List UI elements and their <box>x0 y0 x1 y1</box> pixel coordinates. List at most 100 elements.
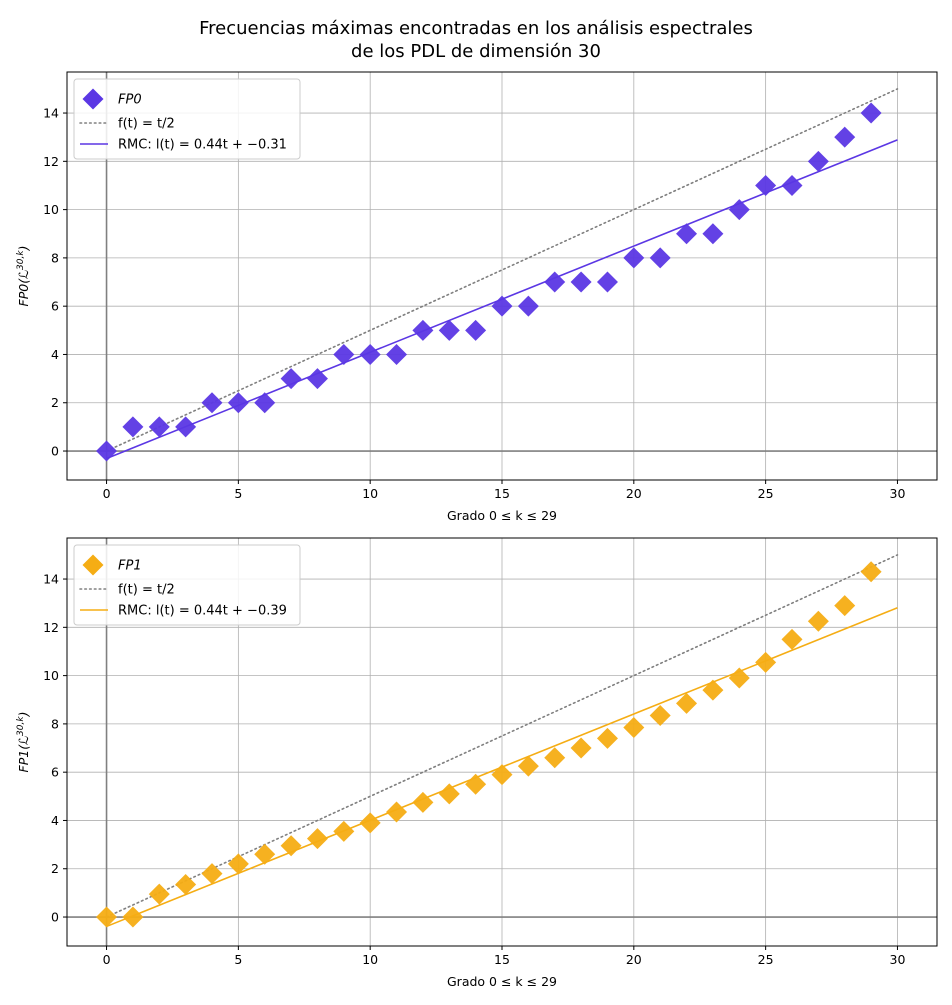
data-point <box>702 223 724 245</box>
data-point <box>280 835 302 857</box>
x-tick-label: 25 <box>758 486 774 501</box>
data-point <box>676 692 698 714</box>
data-point <box>807 610 829 632</box>
data-point <box>755 174 777 196</box>
x-tick-label: 30 <box>890 486 906 501</box>
y-axis-label: FP1(ℒ30,k) <box>16 712 31 773</box>
y-tick-label: 2 <box>51 861 59 876</box>
data-point <box>570 271 592 293</box>
y-tick-label: 6 <box>51 299 59 314</box>
legend-label-reference: f(t) = t/2 <box>118 117 175 132</box>
x-axis-label: Grado 0 ≤ k ≤ 29 <box>447 508 557 523</box>
x-tick-label: 25 <box>758 952 774 967</box>
x-tick-label: 5 <box>234 486 242 501</box>
data-point <box>465 773 487 795</box>
y-tick-label: 6 <box>51 765 59 780</box>
data-point <box>834 595 856 617</box>
legend-label-reference: f(t) = t/2 <box>118 583 175 598</box>
data-point <box>755 651 777 673</box>
data-point <box>227 392 249 414</box>
reference-line <box>105 88 899 452</box>
data-point <box>596 727 618 749</box>
legend-box <box>73 544 301 626</box>
legend-label-points: FP1 <box>118 559 142 574</box>
y-tick-label: 10 <box>43 668 59 683</box>
data-point <box>596 271 618 293</box>
x-tick-label: 10 <box>362 952 378 967</box>
data-point <box>201 863 223 885</box>
x-tick-label: 10 <box>362 486 378 501</box>
legend: FP0 f(t) = t/2 RMC: l(t) = 0.44t + −0.31 <box>73 78 301 160</box>
x-tick-label: 15 <box>494 952 510 967</box>
y-tick-label: 0 <box>51 444 59 459</box>
data-point <box>306 828 328 850</box>
data-point <box>728 667 750 689</box>
data-point <box>96 440 118 462</box>
figure-title-line-1: Frecuencias máximas encontradas en los a… <box>199 18 753 39</box>
data-point <box>544 271 566 293</box>
legend-marker-points <box>82 554 104 576</box>
chart-panel-1: 0 5 10 15 20 25 30 0 2 4 6 8 10 12 14 Grado 0 ≤ k ≤ 29 F… <box>16 537 938 989</box>
data-point <box>676 223 698 245</box>
x-tick-label: 0 <box>103 952 111 967</box>
data-point <box>570 737 592 759</box>
x-tick-label: 20 <box>626 952 642 967</box>
data-point <box>649 704 671 726</box>
data-point <box>122 906 144 928</box>
data-point <box>623 247 645 269</box>
y-tick-label: 8 <box>51 716 59 731</box>
data-point <box>386 801 408 823</box>
data-point <box>96 906 118 928</box>
data-point <box>781 174 803 196</box>
data-point <box>491 295 513 317</box>
legend-label-fit: RMC: l(t) = 0.44t + −0.31 <box>118 138 287 153</box>
data-point <box>122 416 144 438</box>
data-point <box>491 764 513 786</box>
legend: FP1 f(t) = t/2 RMC: l(t) = 0.44t + −0.39 <box>73 544 301 626</box>
y-tick-label: 12 <box>43 154 59 169</box>
data-point <box>465 319 487 341</box>
legend-label-fit: RMC: l(t) = 0.44t + −0.39 <box>118 604 287 619</box>
x-axis-label: Grado 0 ≤ k ≤ 29 <box>447 974 557 989</box>
data-point <box>438 319 460 341</box>
y-tick-label: 4 <box>51 813 59 828</box>
y-tick-label: 12 <box>43 620 59 635</box>
x-tick-label: 5 <box>234 952 242 967</box>
data-point <box>333 343 355 365</box>
figure-title-line-2: de los PDL de dimensión 30 <box>351 41 601 62</box>
data-point <box>386 343 408 365</box>
data-point <box>728 199 750 221</box>
data-point <box>517 755 539 777</box>
data-point <box>175 873 197 895</box>
data-point <box>359 812 381 834</box>
data-point <box>148 883 170 905</box>
y-tick-label: 4 <box>51 347 59 362</box>
data-point <box>280 368 302 390</box>
data-point <box>412 791 434 813</box>
x-tick-label: 20 <box>626 486 642 501</box>
y-tick-label: 8 <box>51 250 59 265</box>
data-point <box>781 628 803 650</box>
legend-marker-points <box>82 88 104 110</box>
data-point <box>227 853 249 875</box>
data-point <box>517 295 539 317</box>
y-tick-label: 0 <box>51 910 59 925</box>
data-point <box>544 747 566 769</box>
legend-box <box>73 78 301 160</box>
data-point <box>623 717 645 739</box>
y-tick-label: 14 <box>43 106 59 121</box>
data-point <box>860 102 882 124</box>
x-tick-label: 0 <box>103 486 111 501</box>
data-point <box>201 392 223 414</box>
data-point <box>148 416 170 438</box>
y-tick-label: 2 <box>51 395 59 410</box>
y-axis-label: FP0(ℒ30,k) <box>16 246 31 307</box>
data-point <box>649 247 671 269</box>
y-tick-label: 14 <box>43 572 59 587</box>
data-point <box>359 343 381 365</box>
data-point <box>254 392 276 414</box>
x-tick-label: 30 <box>890 952 906 967</box>
y-tick-label: 10 <box>43 202 59 217</box>
